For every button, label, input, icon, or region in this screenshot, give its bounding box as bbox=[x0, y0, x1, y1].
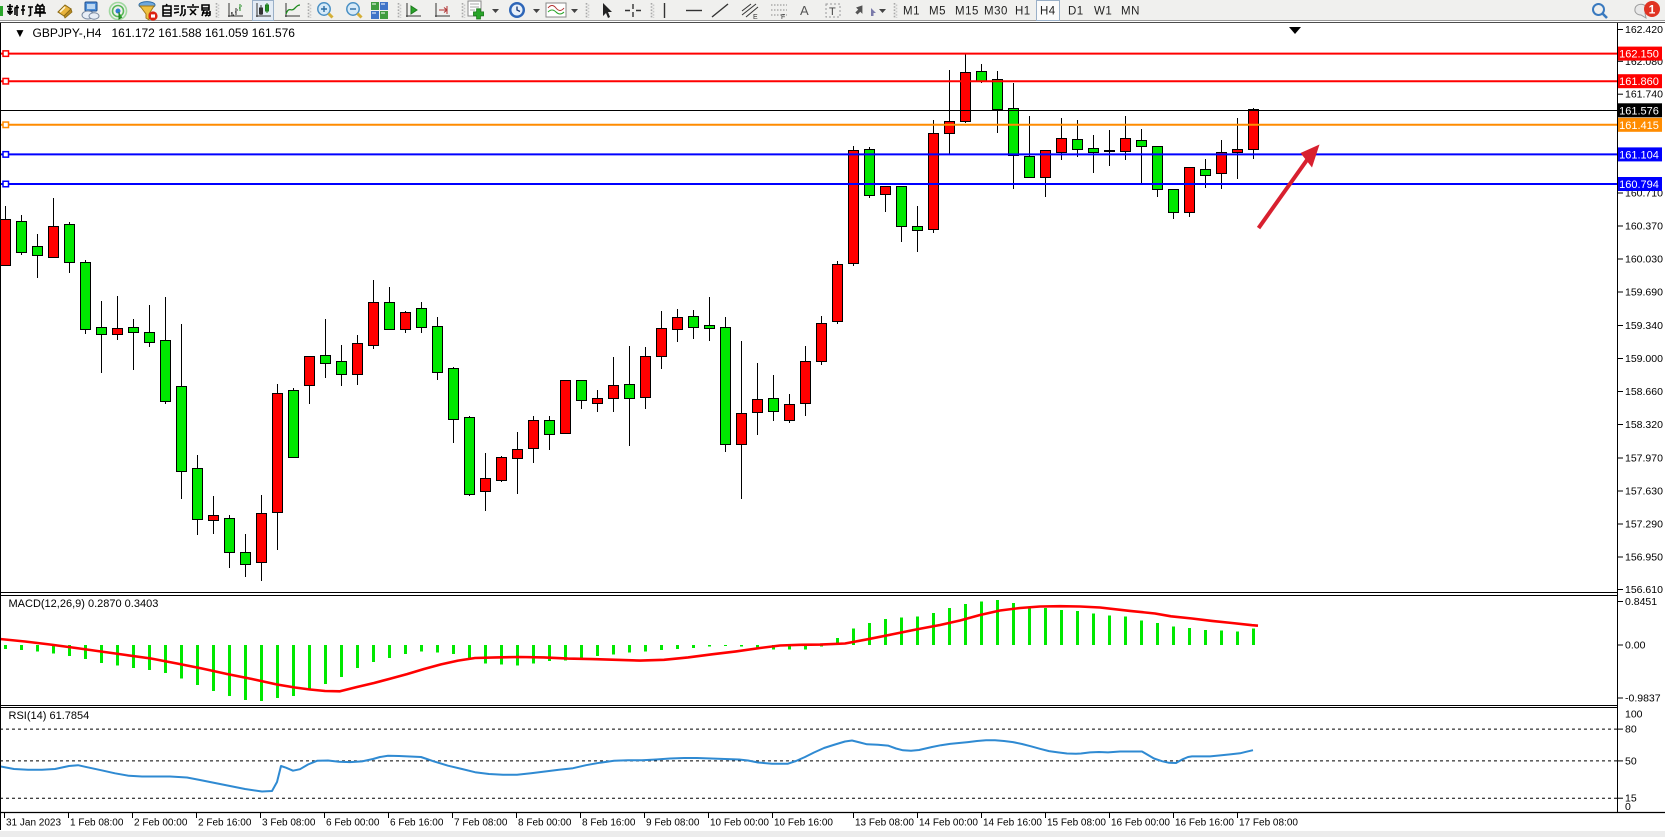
svg-text:50: 50 bbox=[1625, 755, 1637, 767]
svg-text:6 Feb 16:00: 6 Feb 16:00 bbox=[390, 818, 444, 829]
svg-text:8 Feb 00:00: 8 Feb 00:00 bbox=[518, 818, 572, 829]
svg-text:A: A bbox=[800, 3, 809, 18]
svg-text:157.970: 157.970 bbox=[1625, 453, 1663, 465]
svg-text:3 Feb 08:00: 3 Feb 08:00 bbox=[262, 818, 316, 829]
svg-text:M30: M30 bbox=[984, 6, 1008, 18]
svg-text:161.860: 161.860 bbox=[1619, 76, 1659, 88]
svg-text:162.150: 162.150 bbox=[1619, 49, 1659, 61]
svg-text:31 Jan 2023: 31 Jan 2023 bbox=[6, 818, 61, 829]
svg-text:MN: MN bbox=[1121, 6, 1140, 18]
svg-text:160.794: 160.794 bbox=[1619, 179, 1659, 191]
svg-text:RSI(14) 61.7854: RSI(14) 61.7854 bbox=[9, 710, 90, 722]
svg-text:162.420: 162.420 bbox=[1625, 24, 1663, 36]
svg-text:H1: H1 bbox=[1015, 6, 1031, 18]
svg-text:158.320: 158.320 bbox=[1625, 419, 1663, 431]
svg-text:16 Feb 00:00: 16 Feb 00:00 bbox=[1111, 818, 1170, 829]
svg-text:15 Feb 08:00: 15 Feb 08:00 bbox=[1047, 818, 1106, 829]
svg-text:14 Feb 16:00: 14 Feb 16:00 bbox=[983, 818, 1042, 829]
svg-text:6 Feb 00:00: 6 Feb 00:00 bbox=[326, 818, 380, 829]
svg-text:10 Feb 16:00: 10 Feb 16:00 bbox=[774, 818, 833, 829]
svg-text:T: T bbox=[829, 6, 836, 18]
svg-text:0.00: 0.00 bbox=[1625, 640, 1646, 652]
svg-text:-0.9837: -0.9837 bbox=[1625, 693, 1661, 705]
svg-text:0: 0 bbox=[1625, 801, 1631, 813]
svg-text:10 Feb 00:00: 10 Feb 00:00 bbox=[710, 818, 769, 829]
svg-text:13 Feb 08:00: 13 Feb 08:00 bbox=[855, 818, 914, 829]
svg-text:F: F bbox=[781, 14, 785, 21]
svg-text:159.000: 159.000 bbox=[1625, 353, 1663, 365]
svg-text:157.630: 157.630 bbox=[1625, 486, 1663, 498]
svg-text:159.340: 159.340 bbox=[1625, 320, 1663, 332]
svg-text:D1: D1 bbox=[1068, 6, 1084, 18]
svg-text:160.370: 160.370 bbox=[1625, 221, 1663, 233]
svg-text:161.576: 161.576 bbox=[1619, 105, 1659, 117]
svg-text:M5: M5 bbox=[929, 6, 946, 18]
svg-text:2 Feb 00:00: 2 Feb 00:00 bbox=[134, 818, 188, 829]
svg-text:157.290: 157.290 bbox=[1625, 519, 1663, 531]
svg-text:W1: W1 bbox=[1094, 6, 1112, 18]
svg-text:1: 1 bbox=[1649, 3, 1656, 17]
svg-text:1 Feb 08:00: 1 Feb 08:00 bbox=[70, 818, 124, 829]
svg-text:161.415: 161.415 bbox=[1619, 120, 1659, 132]
svg-text:14 Feb 00:00: 14 Feb 00:00 bbox=[919, 818, 978, 829]
svg-text:M15: M15 bbox=[955, 6, 979, 18]
svg-text:158.660: 158.660 bbox=[1625, 386, 1663, 398]
svg-text:▼ GBPJPY-,H4 161.172 161.58: ▼ GBPJPY-,H4 161.172 161.588 161.059 161… bbox=[14, 26, 295, 40]
svg-text:100: 100 bbox=[1625, 709, 1643, 721]
svg-text:2 Feb 16:00: 2 Feb 16:00 bbox=[198, 818, 252, 829]
svg-text:159.690: 159.690 bbox=[1625, 287, 1663, 299]
svg-text:E: E bbox=[753, 14, 758, 21]
svg-text:0.8451: 0.8451 bbox=[1625, 596, 1657, 608]
svg-text:MACD(12,26,9) 0.2870 0.3403: MACD(12,26,9) 0.2870 0.3403 bbox=[9, 598, 159, 610]
svg-text:161.740: 161.740 bbox=[1625, 89, 1663, 101]
svg-text:M1: M1 bbox=[903, 6, 920, 18]
svg-text:160.030: 160.030 bbox=[1625, 254, 1663, 266]
svg-text:80: 80 bbox=[1625, 724, 1637, 736]
svg-text:17 Feb 08:00: 17 Feb 08:00 bbox=[1239, 818, 1298, 829]
svg-text:7 Feb 08:00: 7 Feb 08:00 bbox=[454, 818, 508, 829]
svg-text:16 Feb 16:00: 16 Feb 16:00 bbox=[1175, 818, 1234, 829]
svg-text:8 Feb 16:00: 8 Feb 16:00 bbox=[582, 818, 636, 829]
svg-text:161.104: 161.104 bbox=[1619, 149, 1659, 161]
svg-text:H4: H4 bbox=[1040, 6, 1056, 18]
svg-text:15: 15 bbox=[1625, 793, 1637, 805]
svg-text:156.950: 156.950 bbox=[1625, 552, 1663, 564]
svg-text:156.610: 156.610 bbox=[1625, 584, 1663, 596]
svg-text:9 Feb 08:00: 9 Feb 08:00 bbox=[646, 818, 700, 829]
